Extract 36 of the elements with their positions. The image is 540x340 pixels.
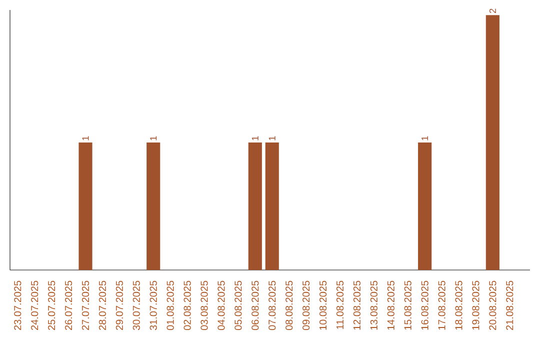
x-tick-label: 06.08.2025 (252, 280, 259, 330)
x-tick-label: 30.07.2025 (132, 280, 140, 330)
x-tick-label: 13.08.2025 (370, 280, 378, 330)
x-tick-label: 02.08.2025 (184, 280, 191, 330)
x-tick-label: 04.08.2025 (218, 280, 225, 330)
x-tick-label: 20.08.2025 (489, 280, 496, 330)
x-tick-label: 10.08.2025 (319, 280, 327, 330)
data-label: 1 (422, 136, 428, 140)
data-label: 1 (82, 136, 89, 140)
x-tick-label: 09.08.2025 (302, 280, 310, 330)
x-tick-label: 26.07.2025 (64, 280, 72, 330)
x-tick-label: 16.08.2025 (421, 280, 428, 330)
x-tick-label: 21.08.2025 (506, 280, 514, 330)
data-label: 1 (268, 136, 276, 140)
data-label: 1 (150, 136, 157, 140)
x-tick-label: 11.08.2025 (336, 280, 344, 329)
x-tick-label: 28.07.2025 (98, 280, 106, 330)
x-tick-label: 19.08.2025 (472, 280, 480, 330)
x-tick-label: 27.07.2025 (82, 280, 90, 330)
x-tick-label: 15.08.2025 (404, 280, 412, 330)
x-tick-label: 07.08.2025 (268, 280, 276, 330)
x-tick-label: 18.08.2025 (455, 280, 462, 330)
x-tick-label: 17.08.2025 (438, 280, 446, 330)
x-tick-label: 03.08.2025 (200, 280, 208, 330)
x-tick-label: 23.07.2025 (14, 280, 22, 330)
x-tick-label: 01.08.2025 (166, 280, 174, 330)
x-tick-label: 29.07.2025 (116, 280, 123, 330)
x-tick-label: 12.08.2025 (353, 280, 360, 330)
x-tick-label: 08.08.2025 (286, 280, 293, 330)
x-tick-label: 14.08.2025 (387, 280, 394, 330)
x-tick-label: 05.08.2025 (234, 280, 242, 330)
x-tick-label: 25.07.2025 (48, 280, 56, 330)
x-tick-label: 24.07.2025 (31, 280, 38, 330)
data-label: 2 (489, 8, 496, 14)
x-tick-label: 31.07.2025 (150, 280, 157, 330)
data-label: 1 (252, 136, 258, 140)
